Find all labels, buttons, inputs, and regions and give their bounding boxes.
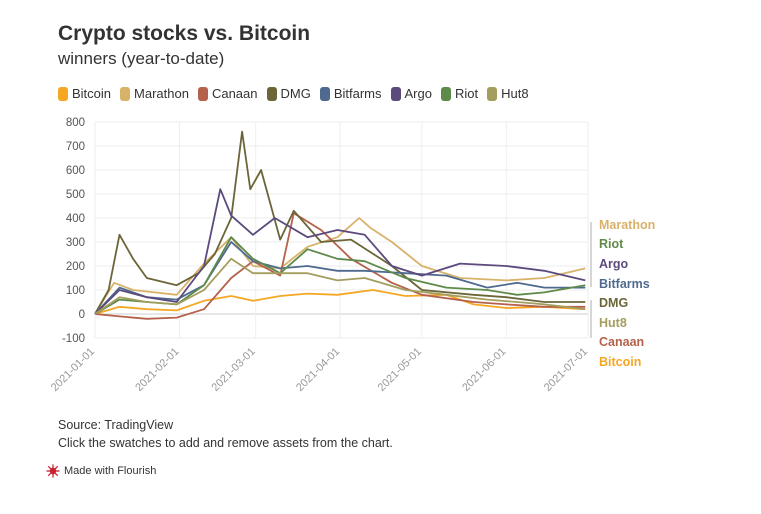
instruction-text: Click the swatches to add and remove ass… (58, 436, 393, 450)
y-tick-label: 400 (66, 213, 85, 225)
legend-item-canaan[interactable]: Canaan (197, 86, 258, 101)
end-label-bitcoin: Bitcoin (599, 355, 641, 369)
y-tick-label: -100 (62, 333, 85, 345)
series-line-hut8 (94, 257, 586, 315)
legend-swatch[interactable] (197, 86, 208, 101)
y-tick-label: 0 (79, 309, 85, 321)
x-tick-label: 2021-04-01 (294, 346, 342, 394)
flourish-logo-icon (46, 464, 60, 478)
end-label-riot: Riot (599, 237, 624, 251)
legend-swatch[interactable] (319, 86, 330, 101)
source-note: Source: TradingView Click the swatches t… (58, 416, 393, 452)
legend-item-riot[interactable]: Riot (440, 86, 479, 101)
legend-swatch[interactable] (58, 86, 68, 101)
x-tick-label: 2021-06-01 (460, 346, 508, 394)
made-with-label: Made with Flourish (64, 465, 157, 477)
legend-swatch[interactable] (487, 86, 498, 101)
legend-item-marathon[interactable]: Marathon (120, 86, 189, 101)
legend-item-bitfarms[interactable]: Bitfarms (319, 86, 382, 101)
y-tick-label: 700 (66, 141, 85, 153)
legend-swatch[interactable] (390, 86, 401, 101)
legend-label: DMG (280, 86, 311, 101)
source-text: Source: TradingView (58, 418, 174, 432)
series-line-argo (94, 188, 586, 315)
x-tick-label: 2021-02-01 (133, 346, 181, 394)
end-label-bitfarms: Bitfarms (599, 277, 650, 291)
legend-swatch[interactable] (266, 86, 277, 101)
chart-title: Crypto stocks vs. Bitcoin (58, 22, 311, 45)
x-tick-label: 2021-03-01 (210, 346, 258, 394)
legend-swatch[interactable] (120, 86, 131, 101)
y-tick-label: 500 (66, 189, 85, 201)
legend-item-bitcoin[interactable]: Bitcoin (58, 86, 111, 101)
y-tick-label: 600 (66, 165, 85, 177)
legend-label: Argo (404, 86, 432, 101)
end-label-argo: Argo (599, 257, 629, 271)
x-tick-label: 2021-07-01 (542, 346, 590, 394)
end-label-marathon: Marathon (599, 218, 655, 232)
x-tick-label: 2021-01-01 (49, 346, 97, 394)
y-tick-label: 300 (66, 237, 85, 249)
legend-item-dmg[interactable]: DMG (266, 86, 311, 101)
chart-subtitle: winners (year-to-date) (58, 49, 225, 68)
legend-label: Hut8 (501, 86, 529, 101)
legend-item-argo[interactable]: Argo (390, 86, 432, 101)
y-tick-label: 100 (66, 285, 85, 297)
made-with-flourish[interactable]: Made with Flourish (46, 464, 156, 478)
legend-label: Bitfarms (333, 86, 382, 101)
legend-label: Marathon (134, 86, 189, 101)
series-line-bitfarms (94, 241, 586, 315)
end-label-hut8: Hut8 (599, 316, 627, 330)
legend-label: Canaan (211, 86, 258, 101)
legend-label: Bitcoin (72, 86, 112, 101)
legend-item-hut8[interactable]: Hut8 (487, 86, 529, 101)
legend: Bitcoin Marathon Canaan DMG Bitfarms Argo Riot… (58, 86, 538, 101)
x-tick-label: 2021-05-01 (376, 346, 424, 394)
legend-label: Riot (454, 86, 479, 101)
end-label-dmg: DMG (599, 296, 628, 310)
end-label-canaan: Canaan (599, 335, 644, 349)
series-line-canaan (94, 212, 586, 320)
series-line-dmg (94, 130, 586, 315)
series-line-bitcoin (94, 289, 586, 315)
legend-swatch[interactable] (440, 86, 451, 101)
y-tick-label: 800 (66, 117, 85, 129)
y-tick-label: 200 (66, 261, 85, 273)
